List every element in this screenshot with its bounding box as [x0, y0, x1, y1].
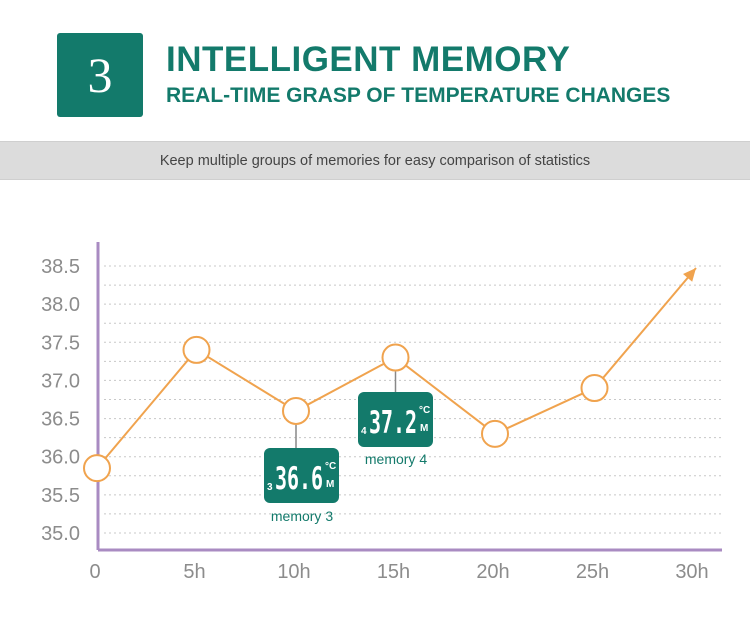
data-point [381, 343, 410, 372]
point-layer [83, 335, 609, 483]
y-tick-label: 38.5 [41, 256, 80, 278]
x-tick-label: 15h [377, 561, 410, 583]
axis-layer [96, 242, 722, 552]
trend-arrow-line [593, 267, 697, 389]
trend-arrow-head [683, 268, 696, 282]
data-point [580, 374, 609, 403]
y-tick-label: 35.0 [41, 523, 80, 545]
memory-label: memory 3 [271, 508, 333, 524]
lcd-slot-number: 4 [361, 426, 367, 437]
lcd-slot-number: 3 [267, 482, 273, 493]
data-point [83, 454, 111, 483]
x-tick-label: 25h [576, 561, 609, 583]
lcd-display [358, 392, 433, 447]
tick-layer: 38.5 38.0 37.5 37.0 36.5 36.0 35.5 35.0 0 5h 10h 15… [41, 256, 709, 583]
step-number: 3 [87, 47, 113, 103]
x-tick-label: 30h [675, 561, 708, 583]
x-tick-label: 20h [476, 561, 509, 583]
grid-layer [104, 265, 722, 534]
lcd-unit: °C [325, 461, 336, 472]
page-title: INTELLIGENT MEMORY [166, 40, 571, 79]
y-tick-label: 35.5 [41, 485, 80, 507]
line-layer [96, 267, 697, 469]
lcd-display [264, 448, 339, 503]
y-tick-label: 38.0 [41, 294, 80, 316]
data-point [282, 396, 310, 425]
data-point [182, 335, 211, 364]
memory-label: memory 4 [365, 451, 427, 467]
lcd-mode: M [420, 423, 428, 434]
x-tick-label: 10h [277, 561, 310, 583]
y-tick-label: 36.0 [41, 447, 80, 469]
data-point [481, 419, 509, 448]
y-tick-label: 36.5 [41, 409, 80, 431]
caption-band: Keep multiple groups of memories for eas… [0, 141, 750, 180]
x-tick-label: 0 [89, 561, 100, 583]
lcd-reading: 36.6 [275, 461, 323, 497]
lcd-mode: M [326, 479, 334, 490]
step-number-badge: 3 [57, 33, 143, 117]
page-subtitle: REAL-TIME GRASP OF TEMPERATURE CHANGES [166, 84, 671, 107]
y-tick-label: 37.5 [41, 332, 80, 354]
y-tick-label: 37.0 [41, 370, 80, 392]
lcd-unit: °C [419, 405, 430, 416]
series-line [96, 348, 595, 469]
x-tick-label: 5h [183, 561, 205, 583]
caption-text: Keep multiple groups of memories for eas… [159, 152, 591, 169]
lcd-reading: 37.2 [369, 405, 417, 441]
